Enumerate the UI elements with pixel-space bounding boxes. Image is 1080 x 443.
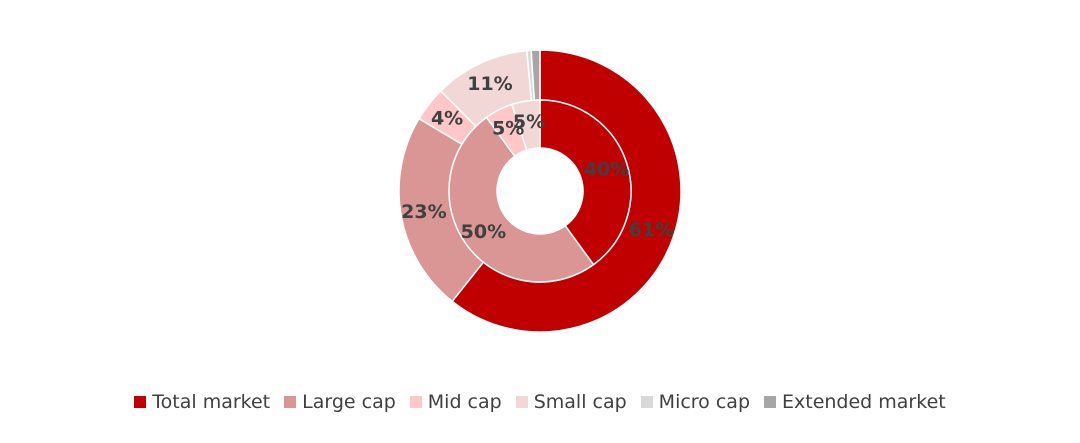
legend-item-total-market: Total market xyxy=(134,391,270,413)
outer-ring xyxy=(398,49,682,333)
inner-label-small-cap: 5% xyxy=(513,111,545,133)
legend-swatch xyxy=(409,396,422,408)
legend-swatch xyxy=(284,396,297,408)
legend-label: Extended market xyxy=(782,391,946,413)
inner-label-large-cap: 50% xyxy=(461,221,506,243)
inner-ring xyxy=(448,99,632,283)
legend-swatch xyxy=(640,396,653,408)
legend: Total market Large cap Mid cap Small cap Mic… xyxy=(0,391,1080,413)
inner-slice-large-cap xyxy=(448,116,595,283)
legend-item-mid-cap: Mid cap xyxy=(409,391,502,413)
legend-item-large-cap: Large cap xyxy=(284,391,396,413)
inner-label-total-market: 40% xyxy=(584,158,629,180)
legend-swatch xyxy=(764,396,776,408)
data-labels: 61% 23% 4%11% 40% 50% 5%5% xyxy=(401,73,674,243)
legend-label: Total market xyxy=(152,391,271,413)
legend-swatch xyxy=(515,396,528,408)
legend-item-micro-cap: Micro cap xyxy=(640,391,750,413)
outer-label-small-cap: 11% xyxy=(467,73,512,95)
legend-label: Mid cap xyxy=(427,391,502,413)
legend-label: Micro cap xyxy=(658,391,750,413)
legend-label: Small cap xyxy=(533,391,627,413)
inner-slice-small-cap xyxy=(510,99,541,152)
outer-label-large-cap: 23% xyxy=(401,201,446,223)
outer-label-total-market: 61% xyxy=(629,219,674,241)
legend-item-small-cap: Small cap xyxy=(515,391,627,413)
outer-label-mid-cap: 4% xyxy=(431,107,463,129)
inner-label-mid-cap: 5% xyxy=(492,118,524,140)
legend-label: Large cap xyxy=(302,391,396,413)
inner-slice-total-market xyxy=(539,99,632,266)
doughnut-chart: 61% 23% 4%11% 40% 50% 5%5% xyxy=(398,49,682,333)
legend-item-extended-market: Extended market xyxy=(764,391,946,413)
legend-swatch xyxy=(134,396,147,408)
